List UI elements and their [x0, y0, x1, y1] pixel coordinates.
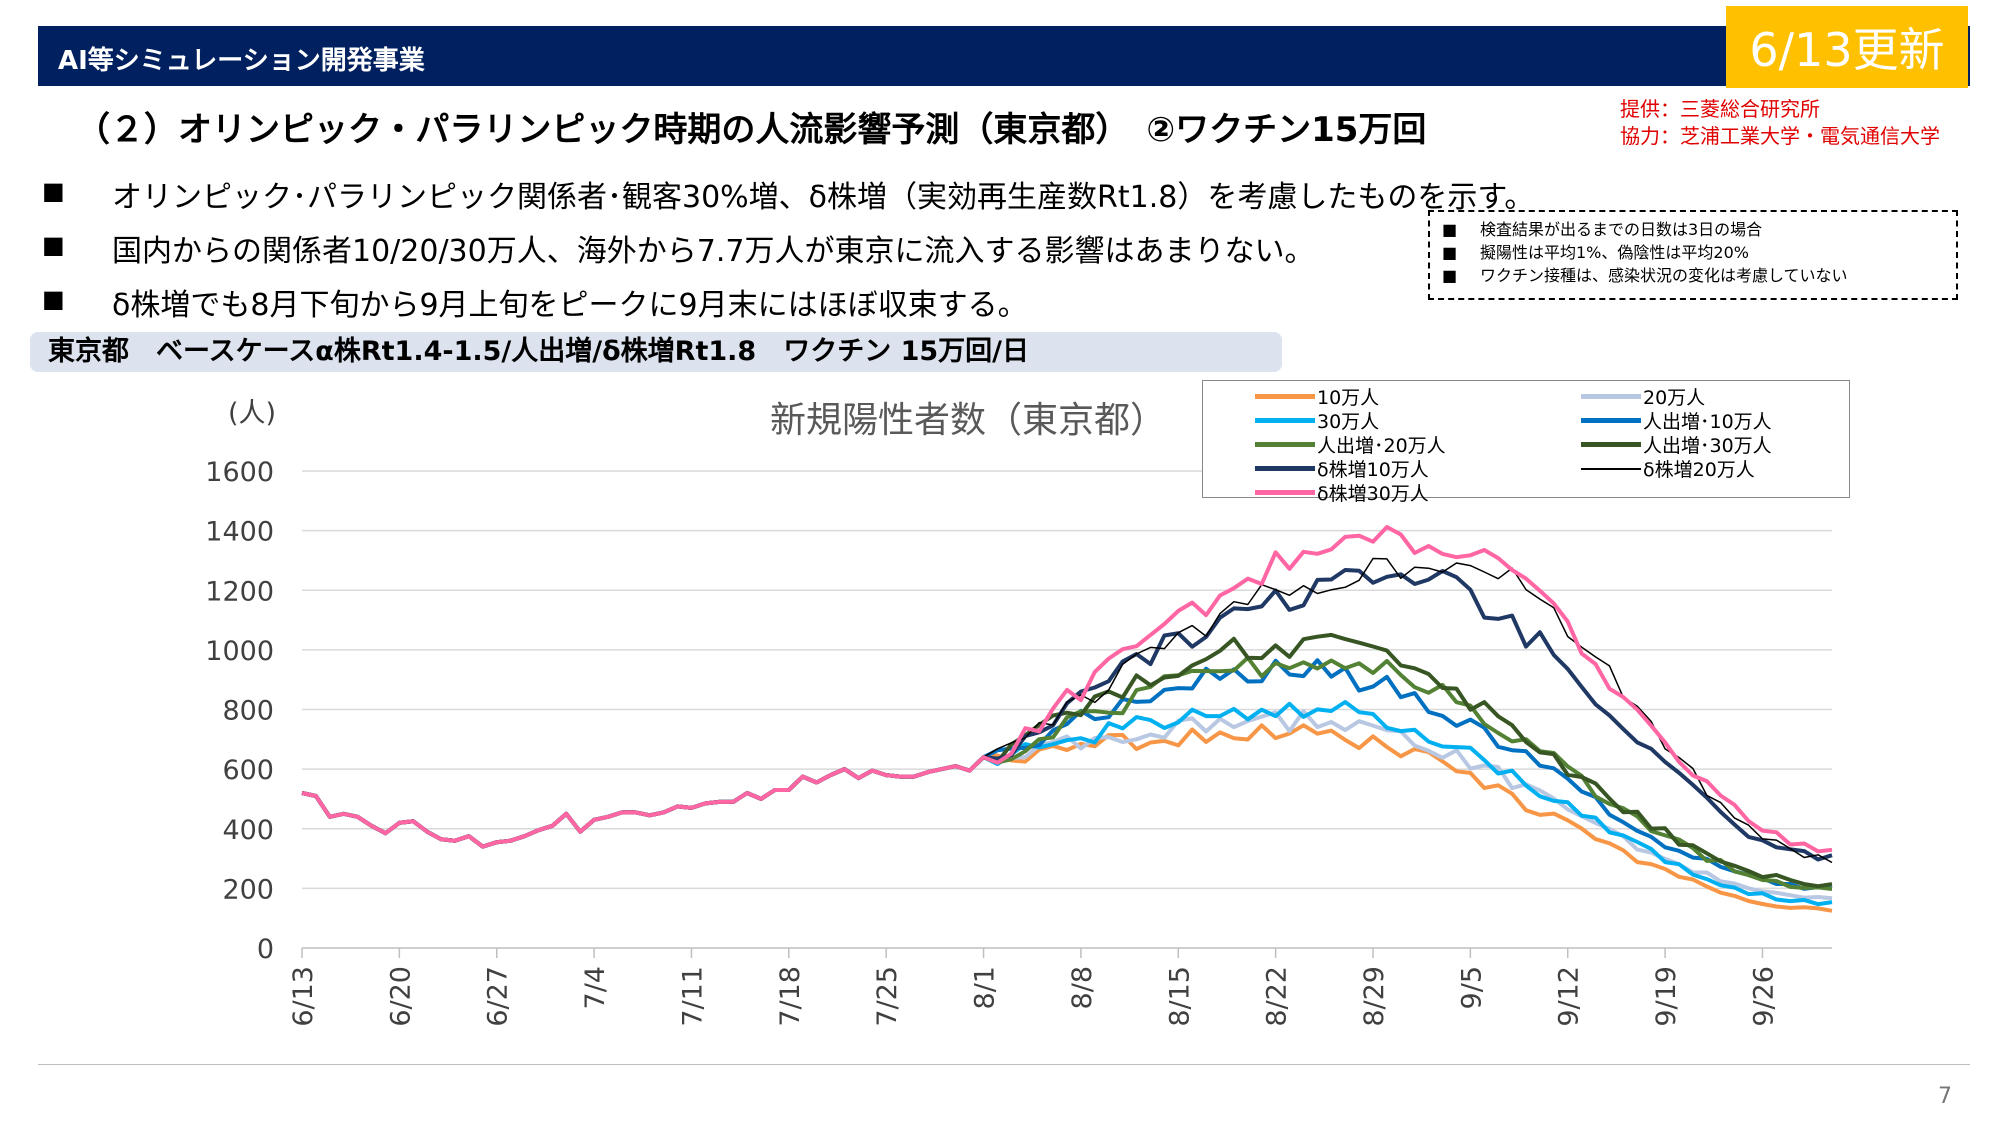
legend-swatch: [1255, 418, 1315, 423]
y-tick-label: 0: [257, 934, 274, 965]
legend-label: 10万人: [1317, 387, 1380, 409]
bullet-square-icon: ■: [42, 231, 65, 259]
legend-item: δ株増10万人: [1255, 455, 1429, 482]
legend-item: 人出増･30万人: [1581, 431, 1772, 458]
note-item: ■ 検査結果が出るまでの日数は3日の場合: [1442, 218, 1944, 241]
bullet-item: ■ 国内からの関係者10/20/30万人、海外から7.7万人が東京に流入する影響…: [42, 226, 1314, 270]
legend-item: 人出増･10万人: [1581, 407, 1772, 434]
legend-swatch: [1255, 394, 1315, 399]
note-square-icon: ■: [1442, 220, 1458, 239]
x-tick-label: 9/26: [1748, 966, 1779, 1027]
legend-item: δ株増20万人: [1581, 455, 1755, 482]
legend-item: 人出増･20万人: [1255, 431, 1446, 458]
credit-block: 提供：三菱総合研究所 協力：芝浦工業大学・電気通信大学: [1620, 96, 1940, 150]
x-tick-label: 9/12: [1554, 966, 1585, 1027]
legend-swatch: [1581, 418, 1641, 423]
x-tick-label: 9/19: [1651, 966, 1682, 1027]
bullet-item: ■ オリンピック･パラリンピック関係者･観客30%増、δ株増（実効再生産数Rt1…: [42, 172, 1534, 216]
legend-item: δ株増30万人: [1255, 479, 1429, 506]
x-axis-ticks: 6/13 6/20 6/27 7/4 7/11 7/18 7/25 8/1 8/8 8/15 8/2…: [288, 948, 1779, 1027]
series-line: [301, 658, 1833, 891]
y-axis-ticks: 0 200 400 600 800 1000 1200 1400 1600: [205, 457, 274, 965]
legend-item: 10万人: [1255, 383, 1379, 410]
series-line: [301, 723, 1833, 913]
top-header-bar: [38, 26, 1970, 86]
x-tick-label: 9/5: [1456, 966, 1487, 1009]
legend-label: 人出増･30万人: [1643, 435, 1772, 457]
bullet-text: 国内からの関係者10/20/30万人、海外から7.7万人が東京に流入する影響はあ…: [112, 234, 1315, 269]
bullet-text: オリンピック･パラリンピック関係者･観客30%増、δ株増（実効再生産数Rt1.8…: [112, 180, 1535, 215]
y-tick-label: 1600: [205, 457, 274, 488]
y-tick-label: 200: [222, 874, 274, 905]
series-lines: [301, 525, 1833, 913]
credit-provider: 提供：三菱総合研究所: [1620, 97, 1820, 121]
scenario-label: 東京都 ベースケースα株Rt1.4-1.5/人出増/δ株増Rt1.8 ワクチン …: [30, 332, 1282, 372]
y-tick-label: 400: [222, 815, 274, 846]
chart-title: 新規陽性者数（東京都）: [770, 400, 1166, 441]
bullet-text: δ株増でも8月下旬から9月上旬をピークに9月末にはほぼ収束する。: [112, 288, 1028, 323]
page-number: 7: [1938, 1084, 1952, 1109]
y-axis-label: (人): [228, 398, 276, 429]
legend-item: 20万人: [1581, 383, 1705, 410]
legend-swatch: [1255, 490, 1315, 495]
x-tick-label: 6/20: [385, 966, 416, 1027]
chart-legend: 10万人 20万人 30万人 人出増･10万人人出増･20万人 人出増･30万人 δ株増1…: [1202, 380, 1850, 505]
legend-label: δ株増30万人: [1317, 483, 1429, 505]
x-tick-label: 7/18: [775, 966, 806, 1027]
note-text: 検査結果が出るまでの日数は3日の場合: [1480, 220, 1763, 239]
x-tick-label: 8/15: [1164, 966, 1195, 1027]
bottom-divider: [38, 1064, 1970, 1065]
note-text: 擬陽性は平均1%、偽陰性は平均20%: [1480, 243, 1749, 262]
legend-swatch: [1581, 467, 1641, 470]
x-tick-label: 6/27: [483, 966, 514, 1027]
legend-label: δ株増20万人: [1643, 459, 1755, 481]
y-tick-label: 1000: [205, 636, 274, 667]
x-tick-label: 8/29: [1359, 966, 1390, 1027]
y-tick-label: 600: [222, 755, 274, 786]
legend-label: δ株増10万人: [1317, 459, 1429, 481]
legend-swatch: [1581, 442, 1641, 447]
legend-swatch: [1255, 466, 1315, 471]
x-tick-label: 6/13: [288, 966, 319, 1027]
x-tick-label: 7/25: [872, 966, 903, 1027]
note-square-icon: ■: [1442, 266, 1458, 285]
legend-label: 30万人: [1317, 411, 1380, 433]
bullet-square-icon: ■: [42, 177, 65, 205]
legend-item: 30万人: [1255, 407, 1379, 434]
legend-label: 人出増･20万人: [1317, 435, 1446, 457]
series-line: [301, 525, 1833, 854]
legend-label: 20万人: [1643, 387, 1706, 409]
assumption-notes-box: ■ 検査結果が出るまでの日数は3日の場合 ■ 擬陽性は平均1%、偽陰性は平均20% …: [1428, 210, 1958, 300]
note-square-icon: ■: [1442, 243, 1458, 262]
x-tick-label: 8/1: [970, 966, 1001, 1009]
x-tick-label: 8/22: [1262, 966, 1293, 1027]
y-tick-label: 1200: [205, 576, 274, 607]
bullet-square-icon: ■: [42, 285, 65, 313]
slide-title: （２）オリンピック・パラリンピック時期の人流影響予測（東京都） ②ワクチン15万…: [76, 110, 1427, 150]
credit-cooperation: 協力：芝浦工業大学・電気通信大学: [1620, 124, 1940, 148]
program-name: AI等シミュレーション開発事業: [58, 46, 425, 76]
note-item: ■ ワクチン接種は、感染状況の変化は考慮していない: [1442, 264, 1944, 287]
legend-swatch: [1581, 394, 1641, 399]
bullet-item: ■ δ株増でも8月下旬から9月上旬をピークに9月末にはほぼ収束する。: [42, 280, 1028, 324]
y-tick-label: 800: [222, 696, 274, 727]
note-text: ワクチン接種は、感染状況の変化は考慮していない: [1480, 266, 1848, 285]
y-tick-label: 1400: [205, 517, 274, 548]
x-tick-label: 7/11: [677, 966, 708, 1027]
x-tick-label: 7/4: [580, 966, 611, 1009]
legend-swatch: [1255, 442, 1315, 447]
legend-label: 人出増･10万人: [1643, 411, 1772, 433]
note-item: ■ 擬陽性は平均1%、偽陰性は平均20%: [1442, 241, 1944, 264]
x-tick-label: 8/8: [1067, 966, 1098, 1009]
update-badge: 6/13更新: [1726, 6, 1968, 88]
series-line: [301, 568, 1833, 862]
